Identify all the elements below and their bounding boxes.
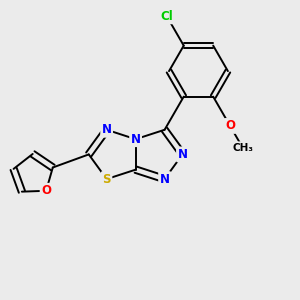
Text: S: S [102, 172, 111, 186]
Text: CH₃: CH₃ [232, 142, 253, 153]
Text: N: N [178, 148, 188, 161]
Text: O: O [225, 119, 235, 132]
Text: Cl: Cl [160, 10, 173, 23]
Text: N: N [160, 172, 170, 186]
Text: N: N [130, 133, 141, 146]
Text: O: O [41, 184, 51, 197]
Text: N: N [102, 123, 112, 136]
